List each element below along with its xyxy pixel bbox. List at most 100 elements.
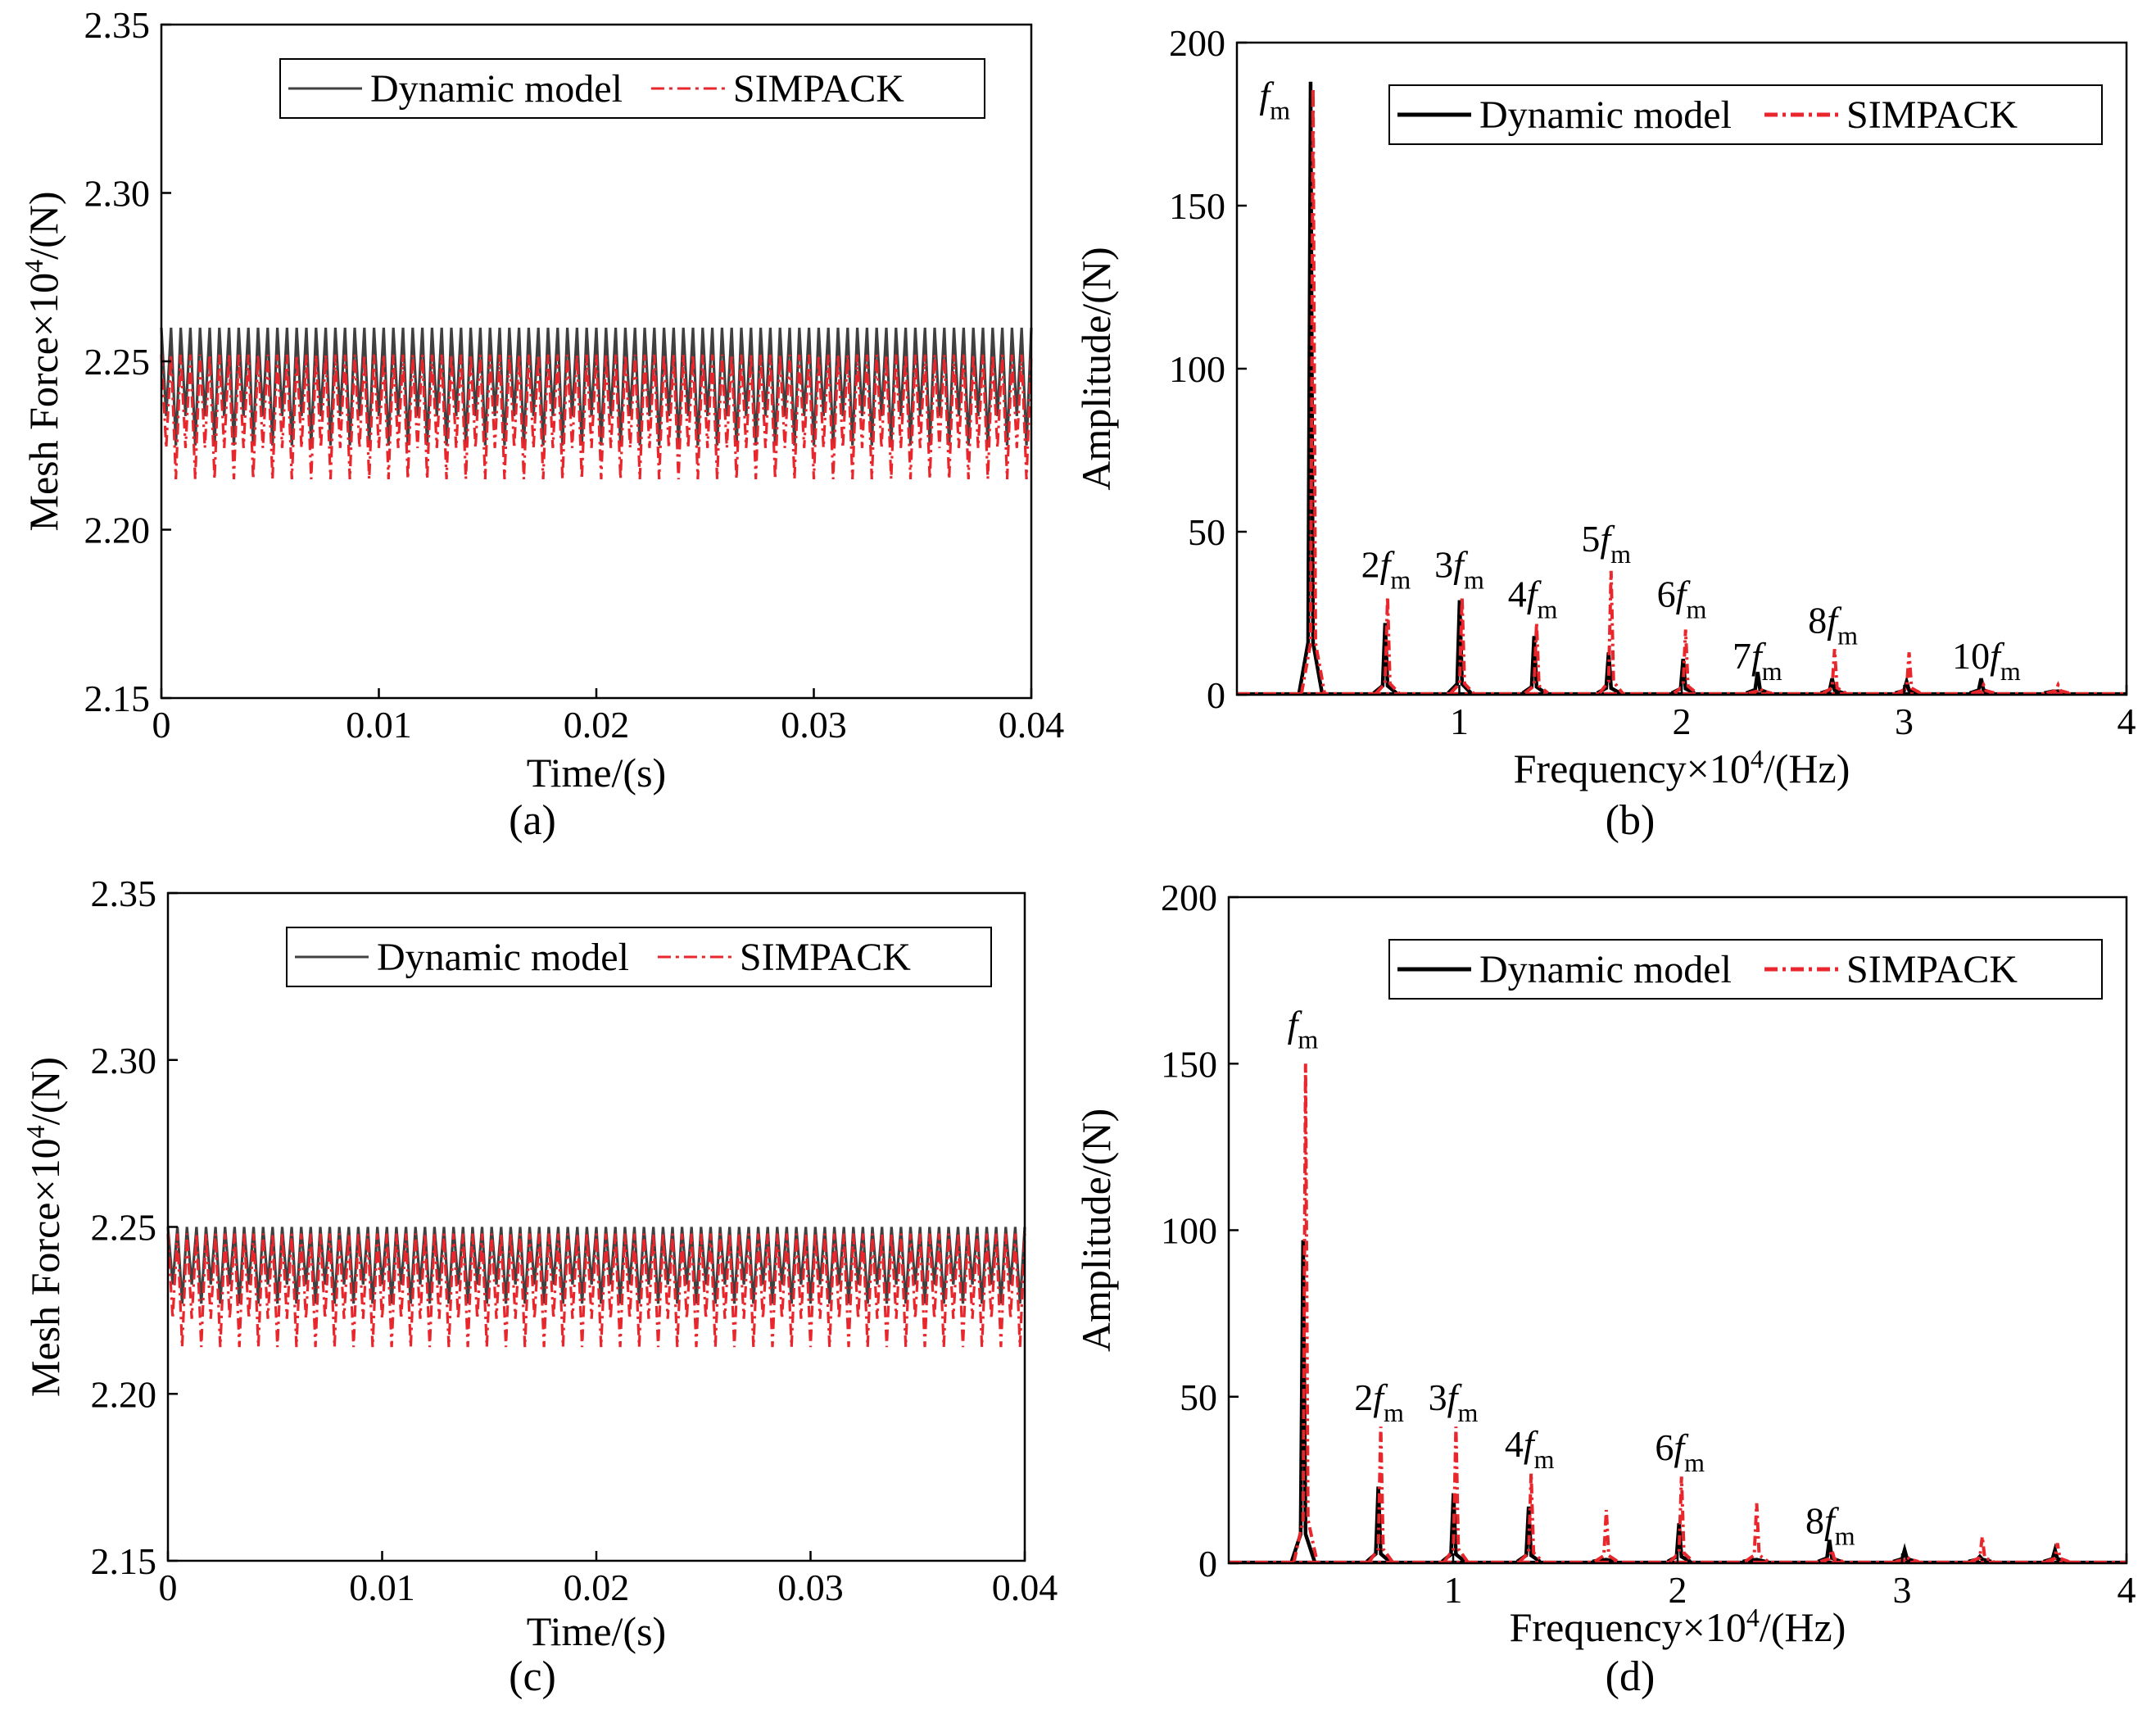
peak-simpack-4 <box>1518 1473 1544 1563</box>
legend-box <box>286 927 992 987</box>
y-tick-label: 2.25 <box>84 341 151 383</box>
y-tick-label: 2.35 <box>91 873 157 914</box>
harmonic-label: 2fm <box>1361 544 1411 595</box>
peak-simpack-4 <box>1524 623 1550 695</box>
peak-dynamic-3 <box>1447 600 1473 695</box>
x-tick-label: 0 <box>159 1567 178 1608</box>
legend-simpack-label: SIMPACK <box>740 936 911 979</box>
y-axis-label: Amplitude/(N) <box>1073 1109 1119 1352</box>
y-tick-label: 2.15 <box>91 1540 157 1582</box>
peak-simpack-6 <box>1669 1476 1695 1563</box>
y-tick-label: 100 <box>1161 1210 1217 1252</box>
y-tick-label: 2.25 <box>91 1207 157 1249</box>
y-tick-label: 2.30 <box>91 1040 157 1081</box>
x-tick-label: 3 <box>1895 701 1914 742</box>
harmonic-label: 8fm <box>1808 599 1858 650</box>
legend-dynamic-label: Dynamic model <box>1479 948 1732 991</box>
y-tick-label: 2.35 <box>84 4 151 46</box>
x-tick-label: 0.01 <box>346 704 412 746</box>
y-axis-label: Mesh Force×104/(N) <box>20 1057 68 1397</box>
x-axis-label: Time/(s) <box>527 1608 666 1654</box>
series-simpack-line <box>160 354 1033 479</box>
peak-simpack-5 <box>1598 570 1624 695</box>
peak-simpack-8 <box>1822 649 1847 695</box>
y-tick-label: 2.20 <box>91 1373 157 1415</box>
series-simpack <box>1229 1063 2127 1563</box>
peak-simpack-1 <box>1292 1063 1319 1562</box>
y-tick-label: 150 <box>1161 1043 1217 1085</box>
legend: Dynamic model SIMPACK <box>279 58 985 119</box>
peak-simpack-6 <box>1673 629 1698 695</box>
peak-simpack-3 <box>1449 596 1475 695</box>
x-tick-label: 4 <box>2118 701 2136 742</box>
peak-simpack-2 <box>1367 1426 1394 1563</box>
legend-dynamic-label: Dynamic model <box>1479 93 1732 137</box>
panel-caption: (c) <box>509 1653 556 1700</box>
peak-simpack-10 <box>1972 680 1996 695</box>
x-tick-label: 0.01 <box>349 1567 415 1608</box>
x-tick-label: 0.03 <box>781 704 847 746</box>
legend-box <box>1388 84 2103 145</box>
legend-box <box>1388 939 2103 1000</box>
peak-simpack-3 <box>1443 1426 1469 1563</box>
peak-simpack-11 <box>2045 1543 2070 1563</box>
harmonic-label: 5fm <box>1581 518 1631 569</box>
y-tick-label: 2.20 <box>84 510 151 551</box>
y-tick-label: 2.30 <box>84 173 151 215</box>
peak-simpack-11 <box>2045 680 2070 695</box>
plot-area <box>166 1227 1026 1348</box>
legend-simpack-label: SIMPACK <box>1846 93 2018 137</box>
legend-simpack-label: SIMPACK <box>733 67 904 111</box>
series-simpack <box>1237 88 2127 695</box>
legend: Dynamic model SIMPACK <box>1388 939 2103 1000</box>
legend-box <box>279 58 985 119</box>
y-axis-label: Mesh Force×104/(N) <box>19 192 66 532</box>
harmonic-label: 3fm <box>1429 1376 1479 1427</box>
peak-simpack-2 <box>1375 596 1401 695</box>
plot-area <box>160 327 1033 479</box>
harmonic-label: 4fm <box>1508 574 1558 624</box>
legend: Dynamic model SIMPACK <box>1388 84 2103 145</box>
plot-area <box>1237 81 2127 696</box>
y-tick-label: 2.15 <box>84 678 151 719</box>
x-tick-label: 0.03 <box>777 1567 844 1608</box>
peak-dynamic-1 <box>1297 81 1325 694</box>
series-dynamic-model-line <box>166 1227 1026 1304</box>
x-axis-label: Time/(s) <box>527 750 666 796</box>
x-tick-label: 0.04 <box>992 1567 1058 1608</box>
x-tick-label: 0.02 <box>564 704 630 746</box>
y-axis-label: Amplitude/(N) <box>1073 247 1119 490</box>
panel-caption: (d) <box>1606 1653 1656 1700</box>
harmonic-label: 3fm <box>1434 544 1484 595</box>
panel-c: 2.15 2.20 2.25 2.30 2.35 0 0.01 0.02 0.03 0.04 Tim… <box>20 873 1058 1700</box>
harmonic-label: fm <box>1259 75 1290 125</box>
x-tick-label: 1 <box>1444 1569 1463 1611</box>
series-dynamic-model-line <box>160 327 1033 446</box>
x-axis-label: Frequency×104/(Hz) <box>1510 1603 1846 1650</box>
x-tick-label: 2 <box>1669 1569 1687 1611</box>
harmonic-label: 6fm <box>1655 1426 1705 1477</box>
x-tick-label: 3 <box>1893 1569 1912 1611</box>
y-tick-label: 200 <box>1169 22 1225 64</box>
harmonic-label: 2fm <box>1354 1376 1404 1427</box>
legend: Dynamic model SIMPACK <box>286 927 992 987</box>
y-tick-label: 100 <box>1169 348 1225 390</box>
harmonic-label: fm <box>1288 1004 1319 1054</box>
panel-caption: (b) <box>1606 797 1656 844</box>
x-axis-label: Frequency×104/(Hz) <box>1514 744 1850 791</box>
harmonic-label: 6fm <box>1657 574 1707 624</box>
x-tick-label: 1 <box>1450 701 1469 742</box>
harmonic-label: 4fm <box>1505 1423 1555 1474</box>
legend-simpack-label: SIMPACK <box>1846 948 2018 991</box>
y-tick-label: 50 <box>1188 511 1225 553</box>
panel-caption: (a) <box>509 797 556 844</box>
plot-area <box>1229 1063 2127 1564</box>
x-tick-label: 0 <box>152 704 171 746</box>
x-tick-label: 0.04 <box>999 704 1065 746</box>
y-tick-label: 50 <box>1180 1376 1217 1418</box>
peak-simpack-7 <box>1744 1503 1769 1563</box>
x-tick-label: 2 <box>1673 701 1692 742</box>
panel-a: 2.15 2.20 2.25 2.30 2.35 0 0.01 0.02 0.03 0.04 Tim… <box>19 4 1064 844</box>
